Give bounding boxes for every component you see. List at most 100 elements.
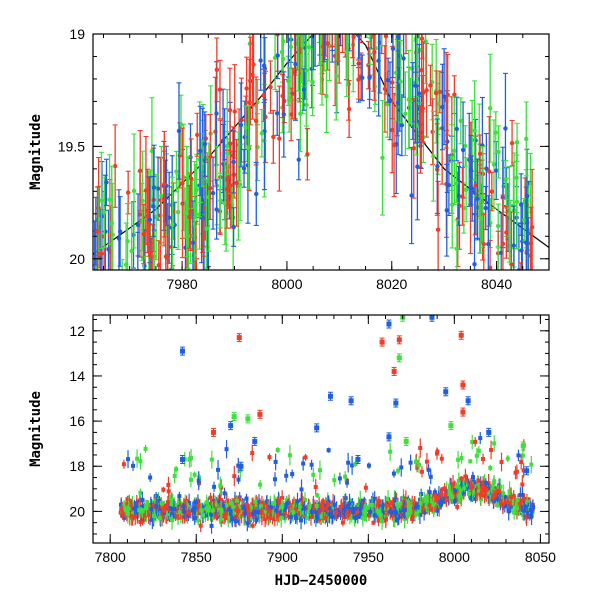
data-point	[388, 442, 393, 461]
data-point	[321, 34, 327, 63]
data-point	[187, 509, 192, 517]
data-point	[505, 454, 510, 463]
data-point	[434, 118, 440, 214]
data-point	[254, 516, 259, 524]
data-point	[276, 85, 282, 192]
data-point	[327, 505, 332, 524]
data-point	[471, 472, 476, 482]
y-tick-label: 20	[69, 251, 85, 267]
bottom-panel-data	[118, 315, 536, 534]
outlier-point	[458, 330, 464, 340]
data-point	[317, 515, 322, 524]
outlier-point	[386, 319, 392, 329]
outlier-point	[257, 409, 263, 419]
data-point	[281, 71, 287, 158]
data-point	[126, 450, 131, 469]
data-point	[174, 465, 179, 473]
bottom-panel-ticks: 7800 7850 7900 7950 8000 8050 12 14 16 18 20	[69, 315, 556, 565]
data-point	[401, 502, 406, 518]
data-point	[440, 487, 445, 492]
outlier-point	[520, 441, 526, 451]
data-point	[433, 492, 438, 500]
outlier-point	[460, 407, 466, 417]
data-point	[129, 202, 135, 270]
data-point	[317, 34, 323, 56]
y-tick-label: 20	[69, 503, 85, 519]
data-point	[442, 482, 447, 494]
data-point	[459, 452, 464, 464]
data-point	[346, 80, 352, 138]
data-point	[143, 508, 148, 522]
top-y-axis-label: Magnitude	[28, 114, 44, 190]
outlier-point	[236, 333, 242, 343]
data-point	[274, 90, 280, 136]
data-point	[227, 67, 233, 153]
data-point	[349, 34, 355, 59]
outlier-point	[231, 412, 237, 422]
data-point	[511, 205, 517, 270]
data-point	[314, 501, 319, 511]
data-point	[384, 501, 389, 510]
data-point	[179, 127, 185, 239]
data-point	[172, 499, 177, 519]
data-point	[342, 500, 347, 519]
data-point	[141, 203, 147, 265]
data-point	[326, 501, 331, 508]
data-point	[450, 489, 455, 505]
data-point	[285, 0, 290, 26]
data-point	[131, 133, 137, 249]
y-tick-label: 18	[69, 458, 85, 474]
data-point	[513, 508, 518, 515]
data-point	[345, 504, 350, 510]
data-point	[411, 503, 416, 513]
data-point	[418, 438, 423, 458]
data-point	[509, 119, 515, 167]
data-point	[351, 504, 356, 520]
data-point	[463, 157, 469, 223]
data-point	[311, 467, 316, 483]
outlier-point	[228, 421, 234, 431]
data-point	[192, 471, 197, 478]
data-point	[398, 39, 404, 124]
data-point	[480, 145, 486, 249]
data-point	[366, 0, 371, 20]
data-point	[396, 467, 401, 475]
data-point	[505, 496, 510, 509]
data-point	[390, 497, 395, 508]
data-point	[294, 513, 299, 524]
data-point	[441, 48, 447, 146]
x-tick-label: 8000	[439, 549, 470, 565]
data-point	[456, 450, 461, 469]
outlier-point	[396, 353, 402, 363]
data-point	[406, 49, 412, 150]
data-point	[325, 499, 330, 519]
data-point	[492, 435, 497, 452]
data-point	[345, 477, 350, 488]
data-point	[486, 116, 492, 227]
data-point	[470, 434, 475, 450]
data-point	[151, 144, 157, 231]
data-point	[121, 500, 126, 513]
outlier-point	[460, 380, 466, 390]
top-panel-ticks: 7980 8000 8020 8040 19 19.5 20	[58, 26, 550, 292]
data-point	[458, 486, 463, 495]
data-point	[309, 507, 314, 517]
data-point	[315, 492, 320, 498]
data-point	[278, 0, 283, 4]
data-point	[217, 59, 223, 120]
data-point	[424, 42, 430, 138]
data-point	[292, 34, 298, 121]
data-point	[250, 508, 255, 520]
data-point	[177, 506, 182, 518]
data-point	[244, 493, 249, 504]
data-point	[258, 503, 263, 510]
data-point	[340, 518, 345, 527]
data-point	[280, 498, 285, 514]
data-point	[335, 34, 341, 62]
data-point	[187, 493, 192, 513]
data-point	[474, 485, 479, 501]
data-point	[154, 497, 159, 516]
data-point	[491, 119, 497, 210]
data-point	[512, 493, 517, 507]
